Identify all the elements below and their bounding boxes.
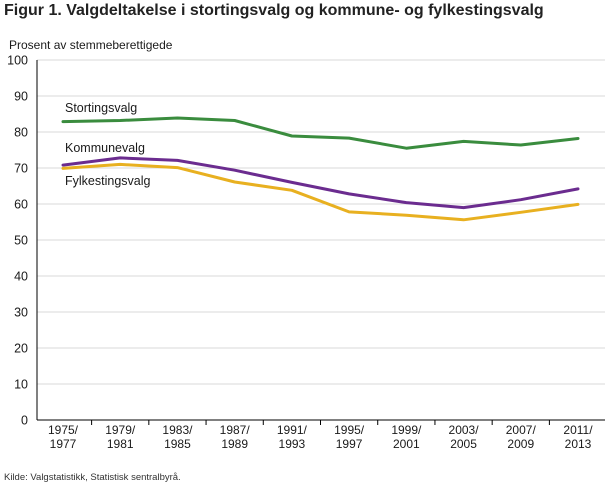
x-tick-label: 1975/1977 — [48, 423, 79, 451]
x-tick-label: 1995/1997 — [334, 423, 365, 451]
y-tick-label: 50 — [14, 234, 28, 248]
series-lines — [61, 116, 580, 222]
x-tick-labels: 1975/1977 1979/1981 1983/1985 1987/1989 1991… — [48, 423, 593, 451]
y-tick-label: 70 — [14, 162, 28, 176]
series-label-kommunevalg: Kommunevalg — [65, 141, 145, 155]
series-labels: Stortingsvalg Kommunevalg Fylkestingsvalg — [65, 101, 150, 188]
series-line-stortingsvalg — [61, 116, 580, 150]
y-tick-label: 10 — [14, 378, 28, 392]
y-tick-label: 20 — [14, 342, 28, 356]
series-line-kommunevalg — [61, 156, 580, 210]
source-note: Kilde: Valgstatistikk, Statistisk sentra… — [4, 472, 181, 483]
y-axis-label: Prosent av stemmeberettigede — [9, 38, 173, 52]
y-tick-label: 100 — [7, 54, 28, 68]
x-tick-label: 2007/2009 — [506, 423, 537, 451]
x-tick-label: 1979/1981 — [105, 423, 136, 451]
axes — [36, 60, 605, 425]
series-label-fylkestingsvalg: Fylkestingsvalg — [65, 174, 150, 188]
y-tick-label: 60 — [14, 198, 28, 212]
figure-title: Figur 1. Valgdeltakelse i stortingsvalg … — [4, 2, 544, 19]
x-tick-label: 1987/1989 — [220, 423, 251, 451]
x-tick-label: 1999/2001 — [391, 423, 422, 451]
x-tick-label: 2011/2013 — [563, 423, 593, 451]
x-tick-label: 2003/2005 — [449, 423, 480, 451]
y-tick-label: 30 — [14, 306, 28, 320]
gridlines — [37, 59, 605, 385]
y-tick-label: 0 — [21, 414, 28, 428]
y-tick-label: 80 — [14, 126, 28, 140]
series-line-fylkestingsvalg — [61, 162, 580, 222]
series-label-stortingsvalg: Stortingsvalg — [65, 101, 137, 115]
y-tick-label: 90 — [14, 90, 28, 104]
x-tick-label: 1991/1993 — [277, 423, 308, 451]
y-tick-labels: 0 10 20 30 40 50 60 70 80 90 100 — [7, 54, 28, 428]
x-tick-label: 1983/1985 — [162, 423, 193, 451]
y-tick-label: 40 — [14, 270, 28, 284]
